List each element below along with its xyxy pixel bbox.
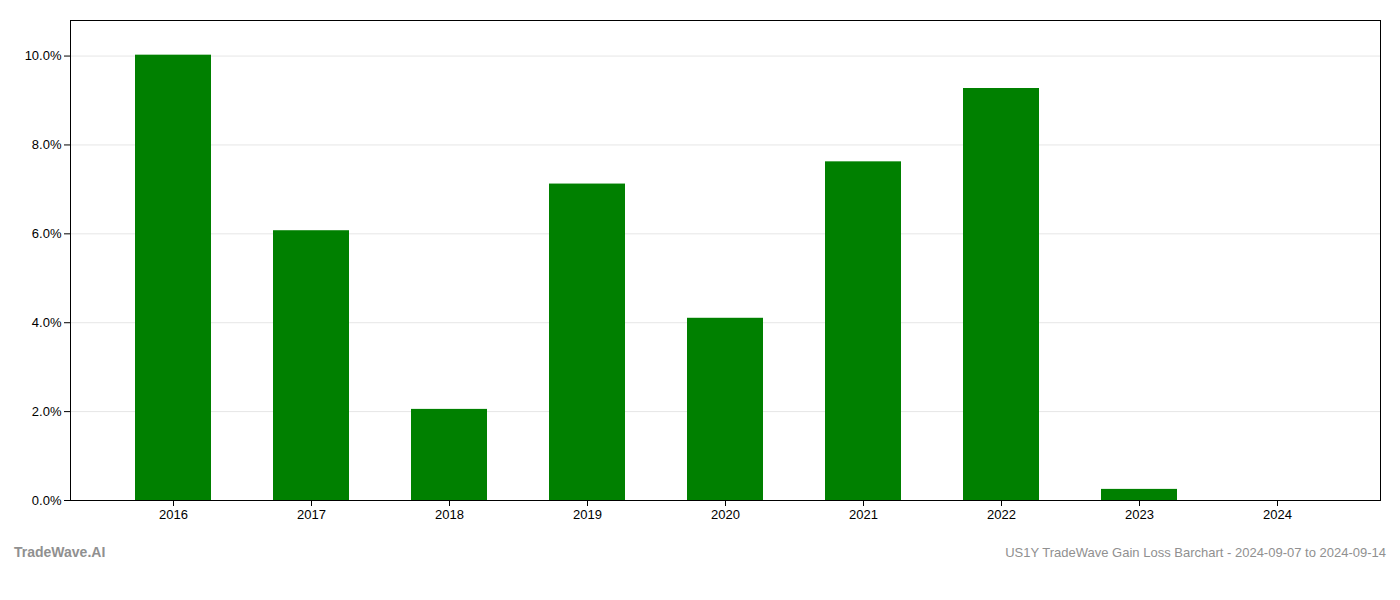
svg-text:2020: 2020 [711,507,740,522]
html-text:US1Y TradeWave Gain Loss Barch: US1Y TradeWave Gain Loss Barchart - 2024… [1005,545,1386,560]
svg-text:2021: 2021 [849,507,878,522]
svg-text:2019: 2019 [573,507,602,522]
svg-text:0.0%: 0.0% [32,493,62,508]
svg-text:2017: 2017 [297,507,326,522]
svg-text:4.0%: 4.0% [32,315,62,330]
svg-text:8.0%: 8.0% [32,137,62,152]
svg-text:6.0%: 6.0% [32,226,62,241]
html-text:TradeWave.AI: TradeWave.AI [14,544,106,560]
svg-text:2023: 2023 [1125,507,1154,522]
svg-text:2024: 2024 [1263,507,1292,522]
svg-text:2022: 2022 [987,507,1016,522]
svg-text:2018: 2018 [435,507,464,522]
svg-text:2.0%: 2.0% [32,404,62,419]
svg-text:2016: 2016 [159,507,188,522]
svg-text:10.0%: 10.0% [25,48,62,63]
